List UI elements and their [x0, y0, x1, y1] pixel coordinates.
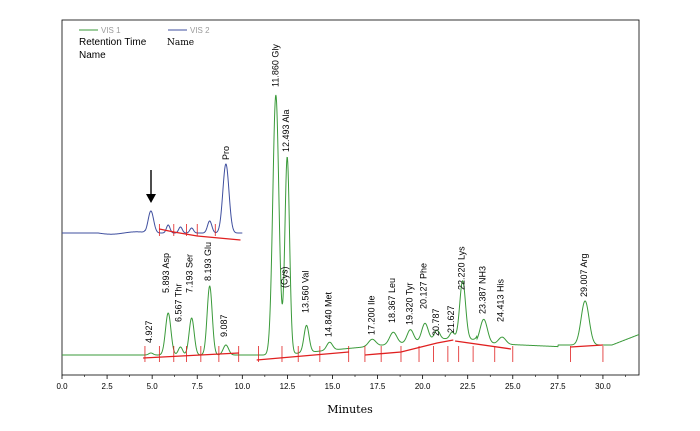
- x-tick-label: 27.5: [550, 382, 566, 391]
- legend-name: Name: [79, 50, 106, 61]
- vis2-baseline: [159, 228, 241, 241]
- peak-label-vis1: 20.787: [431, 308, 441, 336]
- vis2-trace: [62, 163, 243, 235]
- peak-label-vis1: 4.927: [144, 320, 154, 343]
- peak-label-vis1: 14.840 Met: [324, 291, 334, 337]
- peak-label-vis2: Pro: [221, 146, 231, 160]
- x-tick-label: 15.0: [325, 382, 341, 391]
- vis2-series: [62, 163, 243, 241]
- peak-label-vis1: 23.387 NH3: [477, 266, 487, 314]
- peak-label-vis1: 8.193 Glu: [203, 242, 213, 281]
- x-tick-label: 30.0: [595, 382, 611, 391]
- peak-label-vis1: 18.367 Leu: [387, 278, 397, 323]
- x-tick-label: 10.0: [235, 382, 251, 391]
- peak-label-vis1: 29.007 Arg: [579, 253, 589, 297]
- legend-label-vis2: VIS 2: [190, 26, 210, 35]
- x-tick-label: 7.5: [192, 382, 204, 391]
- vis1-baseline: [364, 339, 454, 356]
- peak-label-vis1: (Cys): [279, 267, 289, 289]
- vis1-baseline: [455, 340, 512, 350]
- peak-label-vis1: 17.200 Ile: [366, 295, 376, 335]
- x-tick-label: 12.5: [280, 382, 296, 391]
- peak-label-vis1: 9.087: [219, 314, 229, 337]
- x-tick-label: 17.5: [370, 382, 386, 391]
- plot-frame: [61, 19, 640, 376]
- legend: VIS 1 VIS 2 Retention Time Name Name: [79, 26, 210, 61]
- x-tick-label: 5.0: [147, 382, 159, 391]
- legend-label-vis1: VIS 1: [101, 26, 121, 35]
- peak-label-vis1: 12.493 Ala: [281, 109, 291, 152]
- x-tick-label: 0.0: [56, 382, 68, 391]
- vis1-series: [62, 94, 640, 362]
- x-axis: 0.0 2.5 5.0 7.5 10.0 12.5 15.0 17.5 20.0 22.5 25.0…: [56, 375, 626, 391]
- x-tick-label: 25.0: [505, 382, 521, 391]
- peak-label-vis1: 11.860 Gly: [270, 44, 280, 87]
- legend-name-serif: Name: [167, 38, 194, 48]
- peak-label-vis1: 20.127 Phe: [419, 263, 429, 309]
- vis1-baseline: [256, 351, 349, 361]
- vis1-trace: [62, 94, 640, 356]
- x-tick-label: 20.0: [415, 382, 431, 391]
- legend-retention-time: Retention Time: [79, 37, 147, 48]
- peak-label-vis1: 7.193 Ser: [185, 254, 195, 293]
- peak-label-vis1: 21.627: [446, 305, 456, 333]
- peak-label-vis1: 6.567 Thr: [173, 284, 183, 322]
- peak-label-vis1: 22.220 Lys: [457, 246, 467, 290]
- peak-label-vis1: 5.893 Asp: [161, 253, 171, 293]
- x-axis-title: Minutes: [327, 403, 373, 416]
- vis1-baseline: [570, 344, 603, 348]
- x-tick-label: 22.5: [460, 382, 476, 391]
- x-tick-label: 2.5: [102, 382, 114, 391]
- peak-label-vis1: 19.320 Tyr: [405, 283, 415, 325]
- arrow-marker: [146, 170, 156, 203]
- vis1-baseline: [143, 352, 239, 359]
- peak-label-vis1: 13.560 Val: [301, 271, 311, 313]
- peak-label-vis1: 24.413 His: [495, 278, 505, 322]
